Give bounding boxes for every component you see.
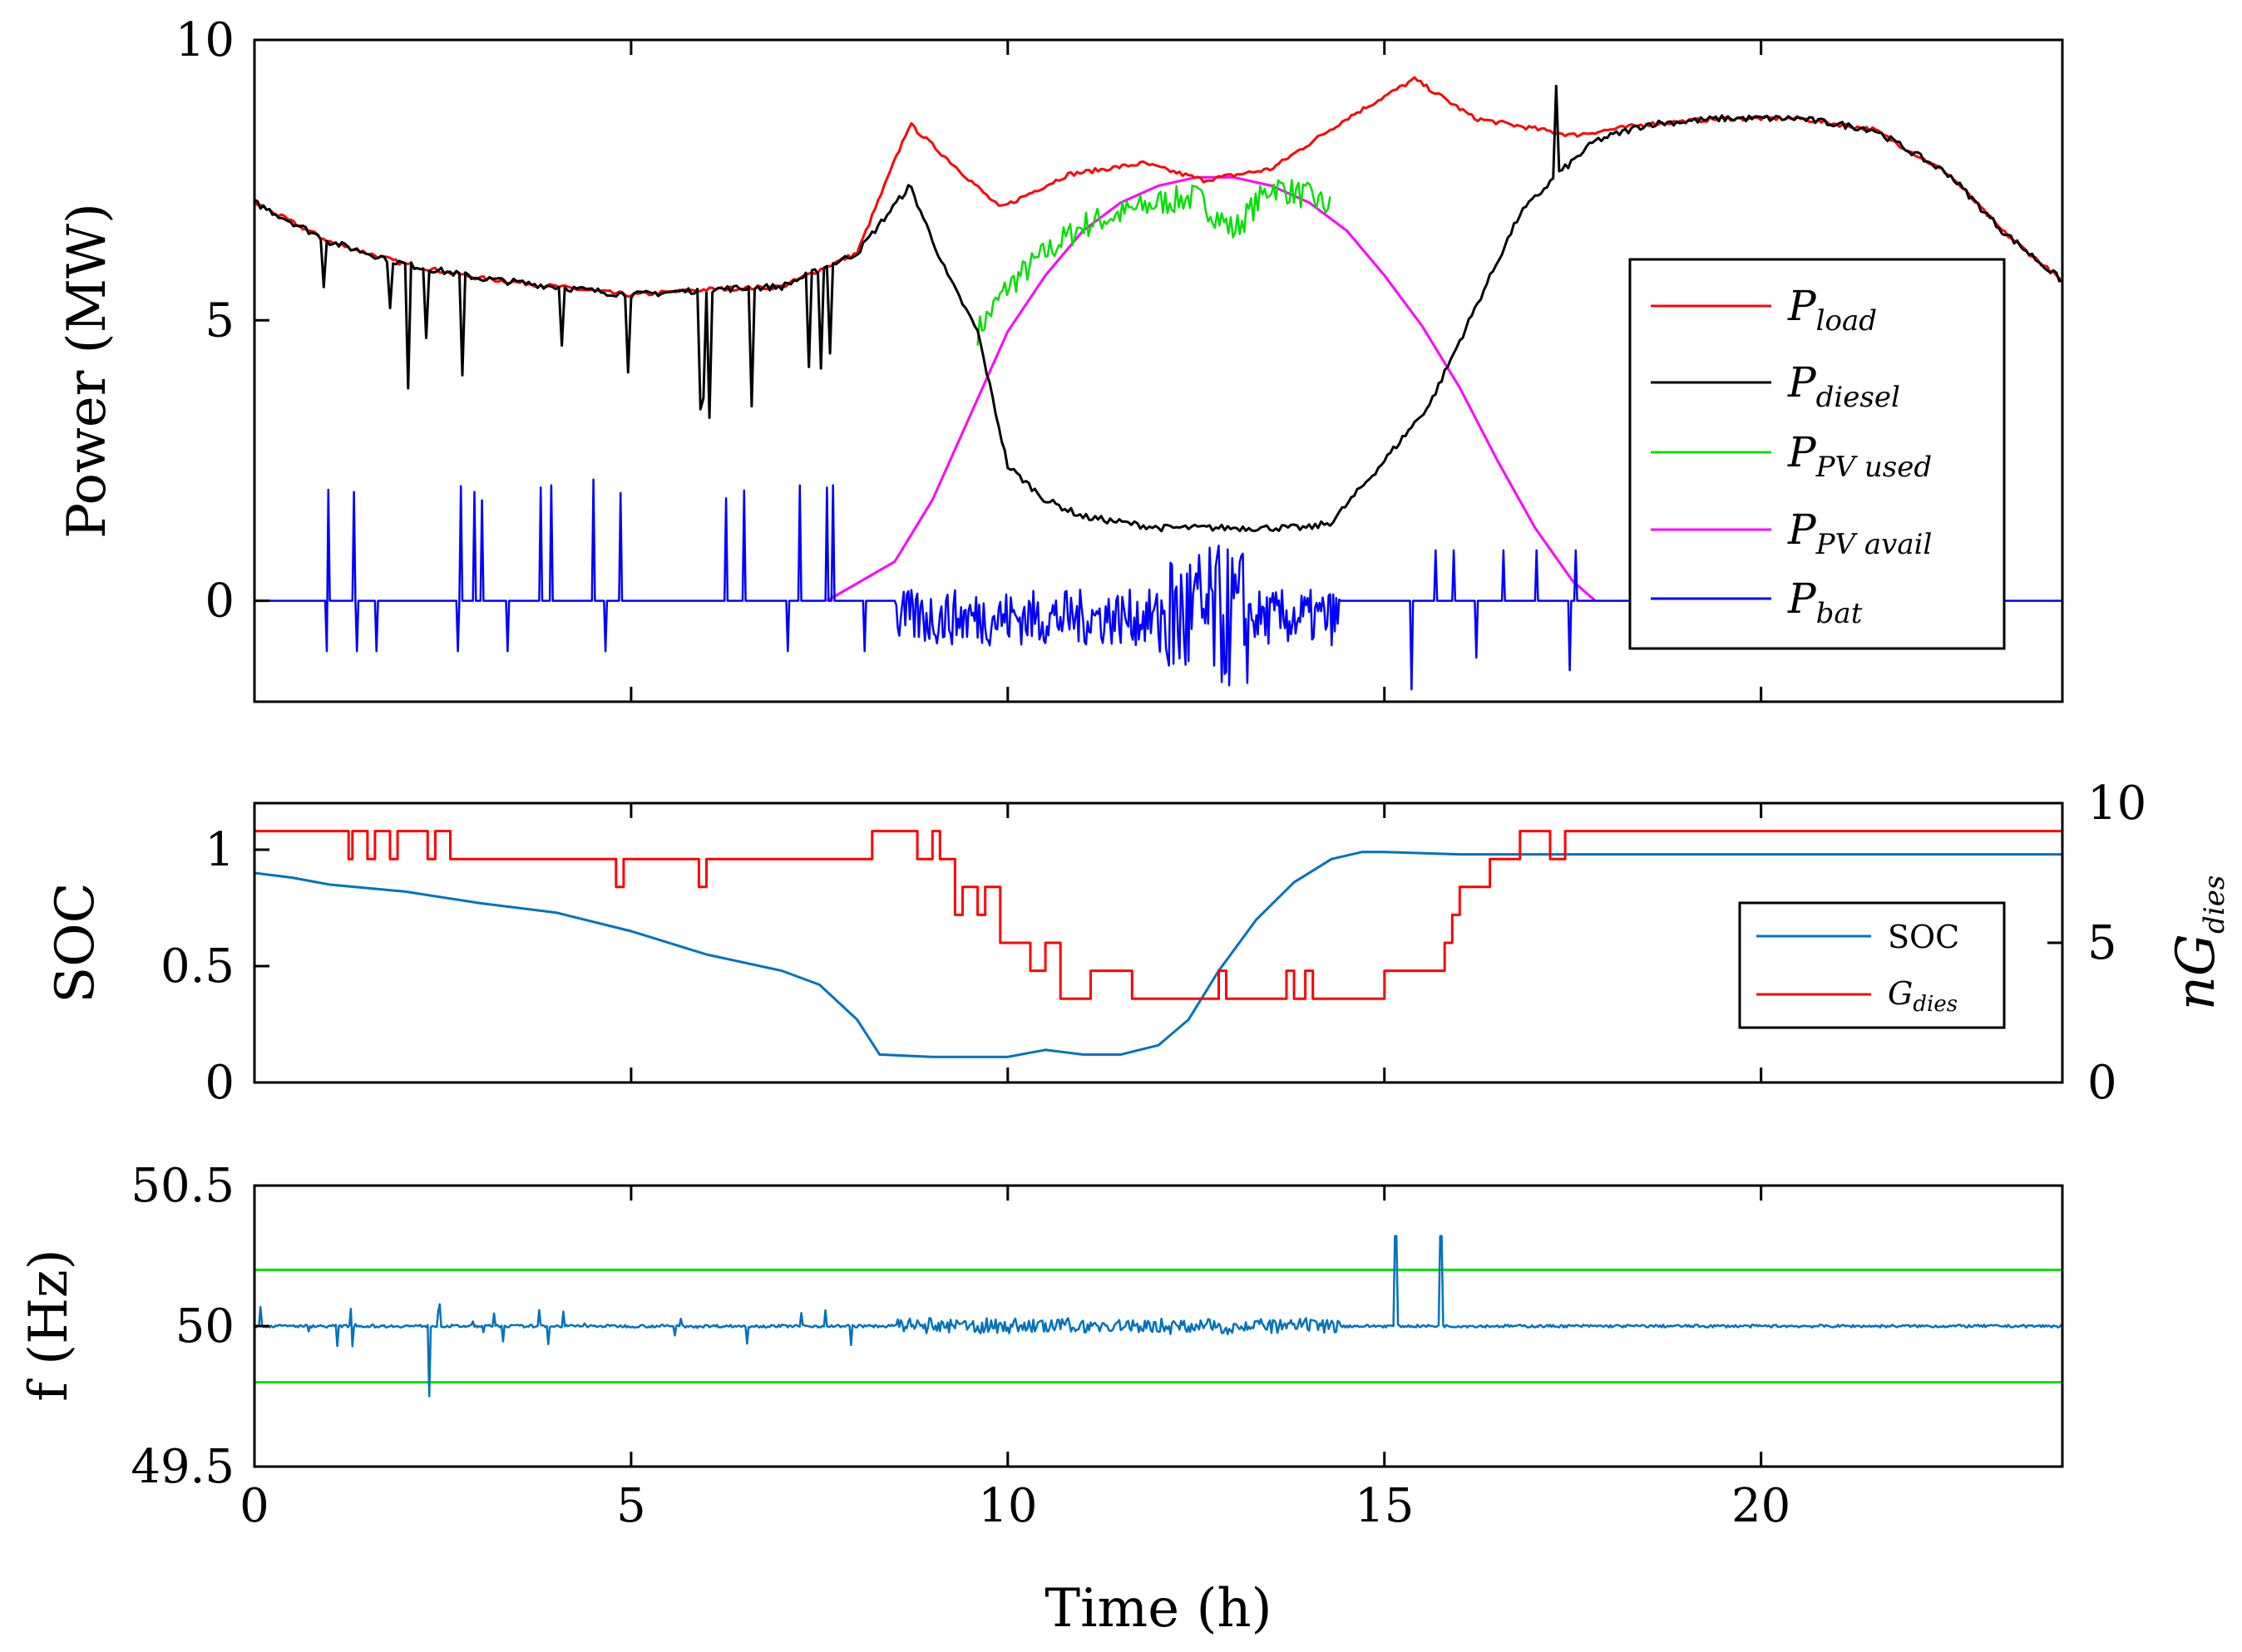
y-tick-label: 0 (205, 575, 235, 629)
frequency-ylabel: f (Hz) (18, 1249, 80, 1402)
x-tick-label: 0 (240, 1479, 269, 1533)
y-tick-label: 50.5 (131, 1159, 235, 1213)
diesel-line (254, 85, 2062, 533)
legend-label-pv-avail: PPV avail (1787, 505, 1932, 561)
y-tick-label: 1 (205, 823, 235, 877)
legend-label-soc: SOC (1888, 919, 1959, 955)
gdies-line (254, 830, 2062, 1000)
power-x-ticks (253, 40, 1763, 702)
soc-line (254, 851, 2062, 1058)
soc-series-group (254, 830, 2062, 1058)
power-ylabel: Power (MW) (57, 203, 118, 539)
legend-label-pv-used: PPV used (1787, 428, 1932, 484)
soc-right-ylabel: nGdies (2165, 875, 2231, 1011)
x-tick-label: 10 (978, 1479, 1037, 1533)
frequency-series-group (254, 1235, 2062, 1467)
frequency-x-ticks: 0 5 10 15 20 (240, 1186, 1790, 1533)
y-tick-label: 0 (205, 1056, 235, 1110)
x-axis-label: Time (h) (1044, 1578, 1272, 1640)
soc-y-ticks: 00.51 (160, 823, 269, 1110)
soc-legend: SOC Gdies (1738, 901, 2006, 1029)
x-tick-label: 5 (616, 1479, 646, 1533)
frequency-line (254, 1235, 2062, 1467)
power-axes-box (253, 38, 2064, 703)
y-tick-label: 49.5 (131, 1440, 235, 1494)
power-series-group (254, 76, 2062, 691)
legend-label-bat: Pbat (1787, 575, 1863, 630)
legend-label-gdies: Gdies (1888, 975, 1958, 1017)
frequency-y-ticks: 49.5 50 50.5 (131, 1159, 269, 1494)
power-panel: 0 5 10 Power (MW) Pload Pdiesel PPV used P… (57, 13, 2064, 703)
soc-legend-box (1738, 901, 2006, 1029)
pv-used-line (976, 179, 1331, 346)
y-tick-label-right: 5 (2087, 916, 2117, 970)
y-tick-label: 50 (175, 1299, 235, 1354)
y-tick-label: 0.5 (160, 939, 235, 994)
power-legend: Pload Pdiesel PPV used PPV avail Pbat (1628, 258, 2006, 650)
y-tick-label: 5 (205, 293, 235, 348)
soc-right-y-ticks: 0 5 10 (2047, 777, 2146, 1110)
power-y-ticks: 0 5 10 (175, 13, 269, 629)
legend-label-diesel: Pdiesel (1787, 358, 1900, 414)
soc-ylabel: SOC (45, 882, 106, 1003)
soc-x-ticks (253, 803, 1763, 1082)
y-tick-label-right: 10 (2087, 777, 2146, 831)
x-tick-label: 15 (1355, 1479, 1414, 1533)
frequency-panel: 49.5 50 50.5 0 5 10 15 20 f (Hz) (18, 1159, 2064, 1533)
y-tick-label: 10 (175, 13, 235, 67)
y-tick-label-right: 0 (2087, 1056, 2117, 1110)
load-line (254, 76, 2062, 298)
legend-label-load: Pload (1787, 282, 1877, 338)
x-tick-label: 20 (1731, 1479, 1790, 1533)
pv-avail-line (826, 175, 1597, 602)
power-legend-box (1628, 258, 2006, 650)
